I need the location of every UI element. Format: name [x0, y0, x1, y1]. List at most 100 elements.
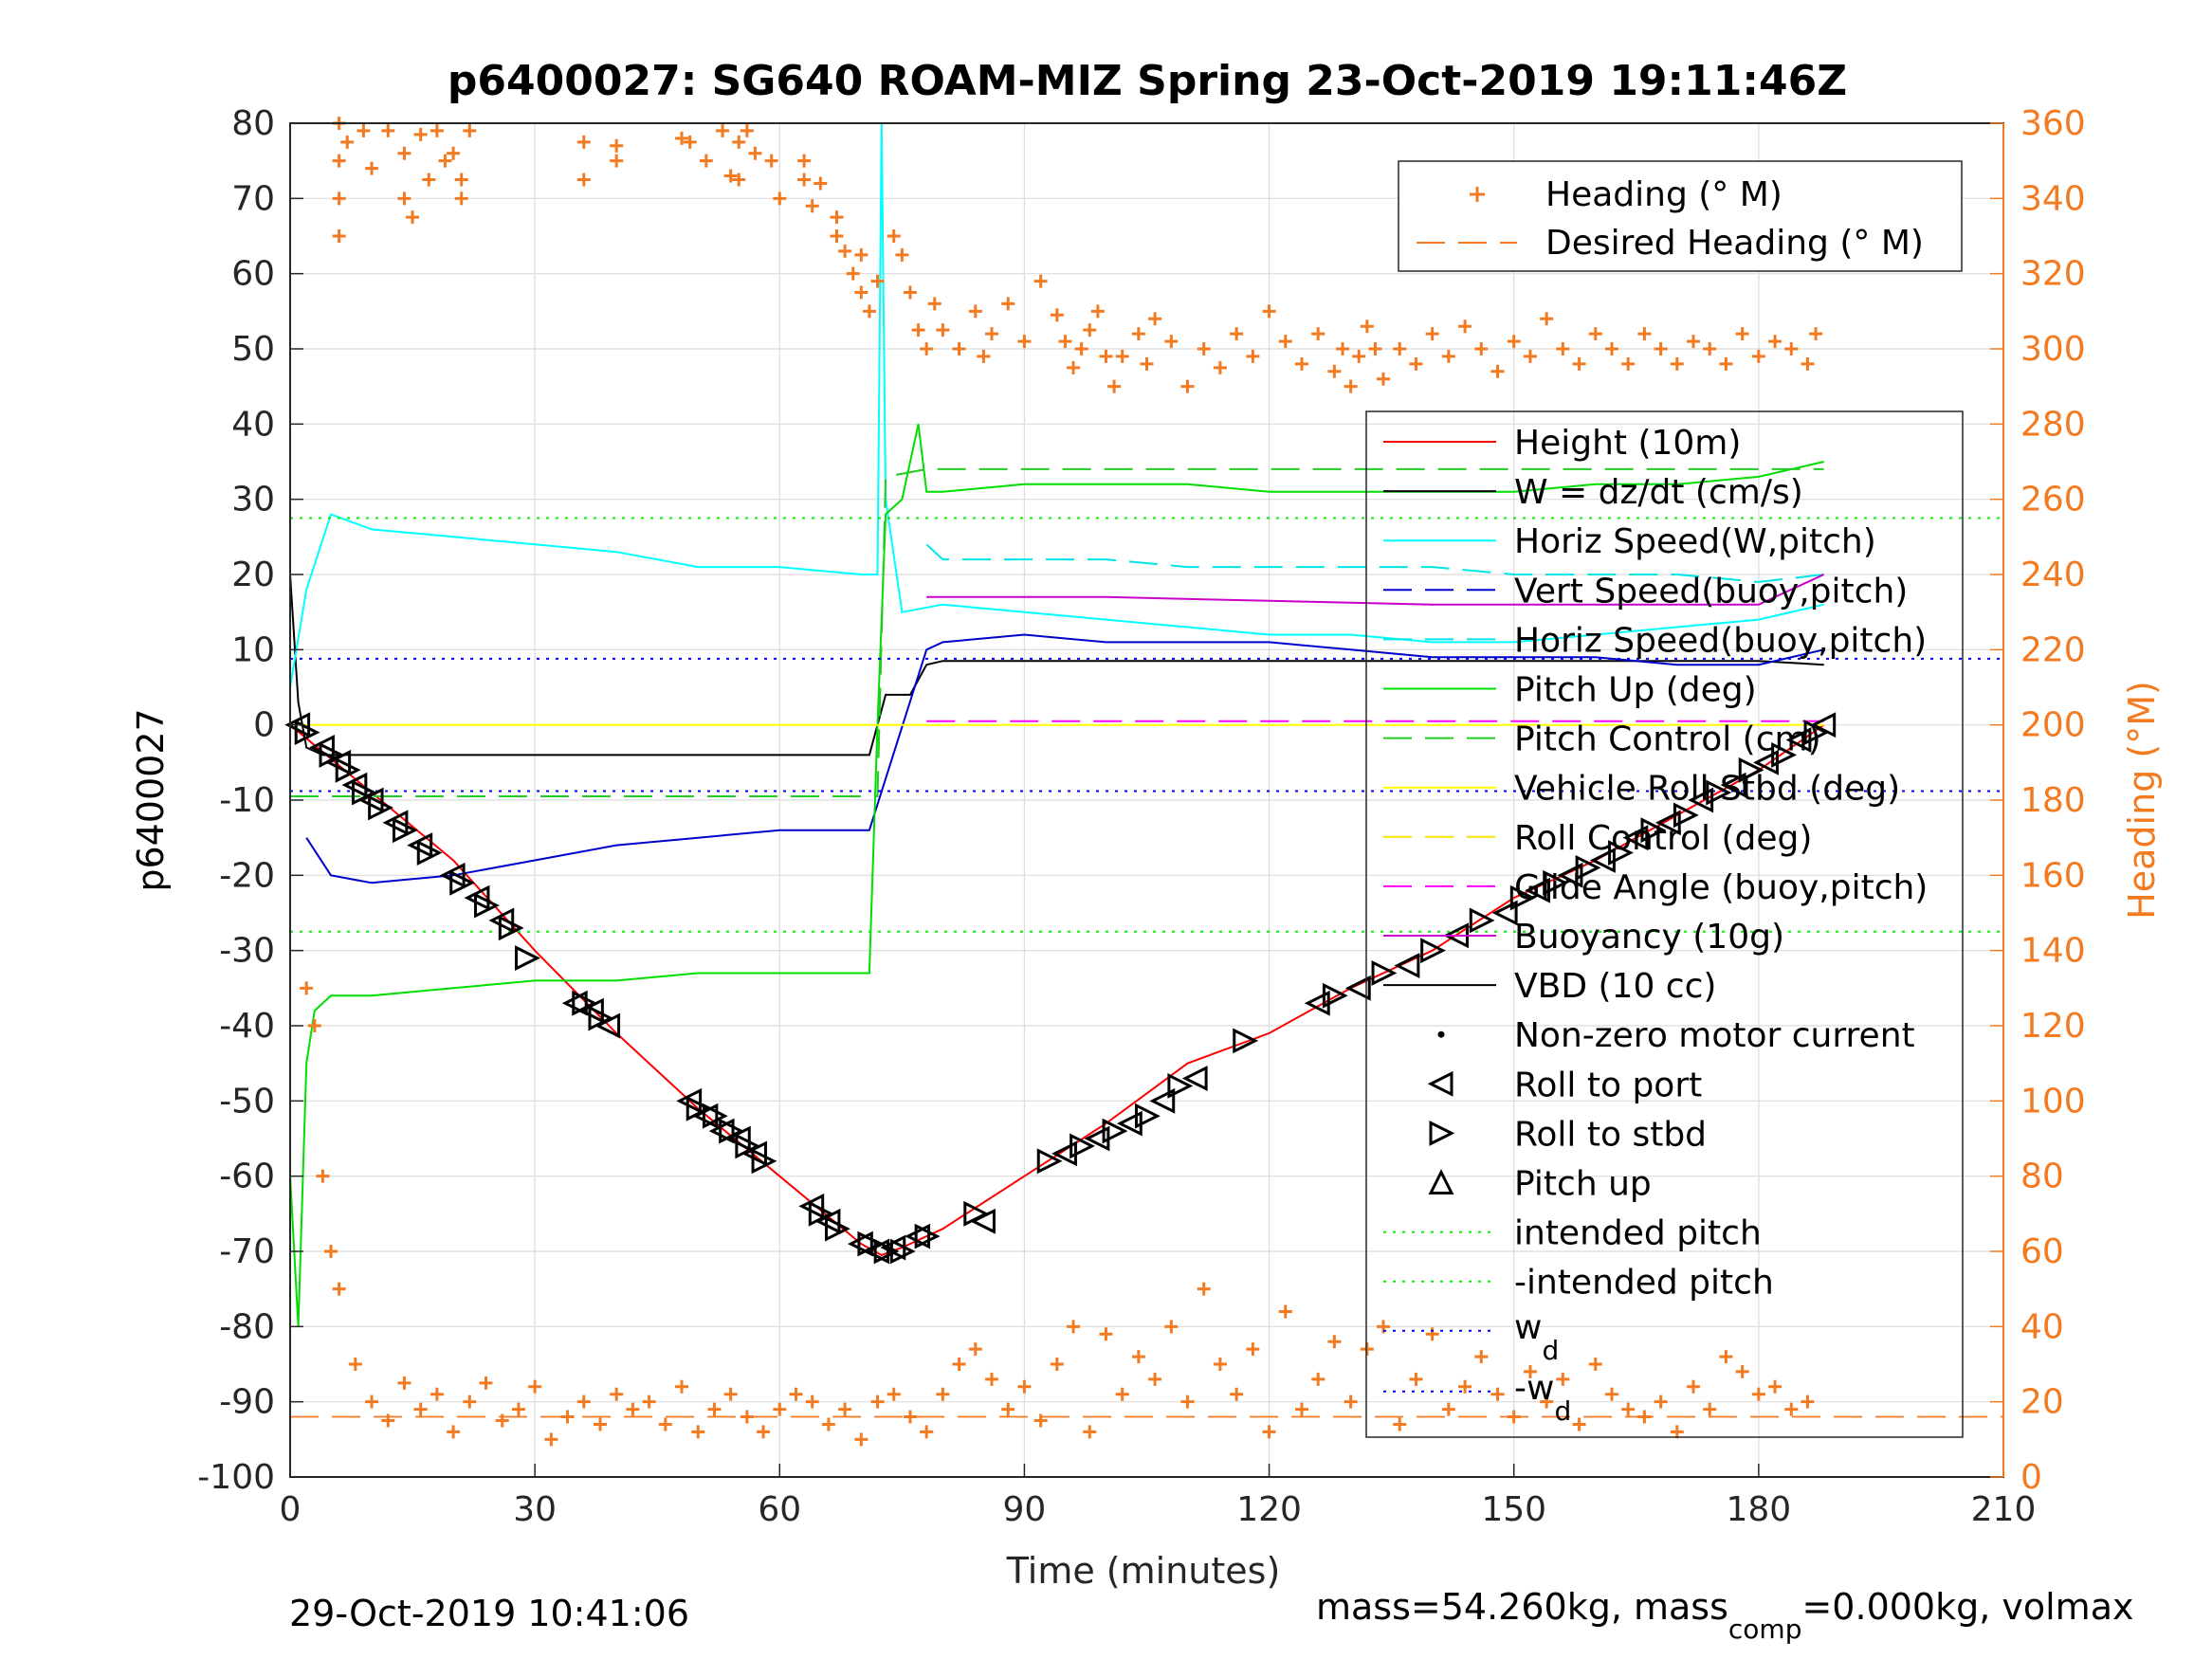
roll-marker	[1469, 907, 1495, 934]
roll-to-stbd-marker	[368, 794, 394, 821]
heading-point	[805, 199, 819, 213]
heading-point	[1311, 327, 1325, 341]
heading-point	[1180, 1395, 1195, 1409]
y2-tick-label: 180	[2020, 781, 2086, 820]
heading-point	[1344, 379, 1358, 393]
roll-to-port-marker	[905, 1223, 931, 1249]
heading-point	[300, 981, 314, 995]
roll-marker	[1069, 1133, 1096, 1159]
heading-point	[903, 1410, 917, 1424]
y-axis-ticks: -100-90-80-70-60-50-40-30-20-10010203040…	[197, 104, 303, 1497]
heading-point	[1784, 342, 1799, 356]
heading-point	[1556, 342, 1570, 356]
roll-marker	[1706, 779, 1732, 806]
heading-layer	[300, 117, 1823, 1447]
roll-marker	[1673, 802, 1699, 829]
heading-point	[1180, 379, 1195, 393]
heading-point	[1327, 364, 1342, 378]
legend-label: Pitch Up (deg)	[1514, 671, 1757, 710]
roll-to-port-marker	[561, 990, 588, 1016]
heading-point	[610, 154, 624, 168]
y-tick-label: -90	[219, 1383, 275, 1422]
heading-point	[789, 1387, 803, 1401]
heading-point	[1115, 349, 1129, 363]
legend-label: -intended pitch	[1514, 1264, 1774, 1303]
y2-tick-label: 240	[2020, 556, 2086, 594]
heading-point	[1809, 327, 1823, 341]
legend-marker-swatch	[1427, 1070, 1453, 1097]
y2-tick-label: 200	[2020, 706, 2086, 745]
heading-point	[952, 1358, 966, 1371]
heading-point	[1050, 308, 1064, 322]
roll-marker	[1543, 869, 1569, 896]
heading-point	[1278, 1304, 1292, 1319]
heading-point	[1784, 1402, 1799, 1416]
heading-point	[1425, 327, 1439, 341]
legend-label: VBD (10 cc)	[1514, 967, 1716, 1006]
y2-tick-label: 120	[2020, 1007, 2086, 1046]
y2-tick-label: 220	[2020, 630, 2086, 669]
roll-marker	[1509, 884, 1536, 911]
heading-point	[1507, 335, 1521, 349]
roll-marker	[1640, 817, 1667, 844]
heading-point	[723, 1387, 738, 1401]
heading-point	[560, 1410, 575, 1424]
heading-point	[920, 1425, 934, 1439]
heading-point	[870, 274, 885, 288]
heading-point	[1490, 364, 1505, 378]
heading-point	[544, 1432, 558, 1447]
heading-point	[576, 173, 591, 187]
roll-to-stbd-marker	[963, 1200, 990, 1227]
heading-point	[397, 146, 411, 160]
heading-point	[1474, 1350, 1489, 1364]
roll-to-port-marker	[439, 862, 466, 888]
y2-tick-label: 340	[2020, 179, 2086, 218]
heading-point	[1377, 372, 1391, 386]
heading-point	[511, 1402, 525, 1416]
heading-point	[862, 304, 876, 319]
roll-to-port-marker	[847, 1231, 873, 1257]
x-axis-ticks: 0 30 60 90 120 150 180 210	[280, 1464, 2037, 1529]
roll-marker	[1720, 772, 1746, 798]
y-tick-label: -50	[219, 1082, 275, 1121]
y-tick-label: -100	[197, 1458, 275, 1497]
roll-to-stbd-marker	[416, 840, 443, 866]
roll-marker	[1420, 938, 1447, 964]
heading-point	[1131, 1350, 1145, 1364]
y-tick-label: 10	[231, 630, 275, 669]
series-line	[289, 574, 1824, 757]
heading-point	[1670, 1425, 1684, 1439]
roll-to-stbd-marker	[294, 720, 320, 746]
heading-point	[1050, 1358, 1064, 1371]
heading-point	[356, 123, 371, 137]
legend-marker-swatch	[1429, 1120, 1455, 1146]
y2-tick-label: 140	[2020, 932, 2086, 971]
y2-tick-label: 80	[2020, 1158, 2064, 1196]
y2-tick-label: 280	[2020, 405, 2086, 444]
heading-point	[430, 1387, 444, 1401]
heading-point	[1588, 327, 1602, 341]
roll-marker	[1608, 840, 1634, 866]
heading-point	[1074, 342, 1088, 356]
roll-marker	[1575, 854, 1601, 881]
y2-tick-label: 40	[2020, 1307, 2064, 1346]
heading-point	[936, 323, 950, 337]
x-tick-label: 0	[280, 1490, 302, 1529]
roll-to-port-marker	[798, 1193, 825, 1219]
x-tick-label: 210	[1971, 1490, 2037, 1529]
y2-tick-label: 260	[2020, 481, 2086, 520]
roll-to-stbd-marker	[515, 945, 540, 972]
heading-point	[348, 1358, 362, 1371]
heading-point	[797, 154, 812, 168]
heading-point	[1360, 1342, 1374, 1357]
heading-point	[1703, 1402, 1717, 1416]
heading-point	[454, 191, 468, 206]
heading-point	[814, 176, 828, 191]
roll-to-port-marker	[341, 772, 368, 798]
heading-point	[887, 1387, 901, 1401]
heading-point	[732, 135, 746, 149]
heading-point	[1368, 342, 1382, 356]
heading-point	[381, 123, 395, 137]
heading-point	[1246, 349, 1260, 363]
y-axis-label: p6400027	[130, 708, 172, 891]
